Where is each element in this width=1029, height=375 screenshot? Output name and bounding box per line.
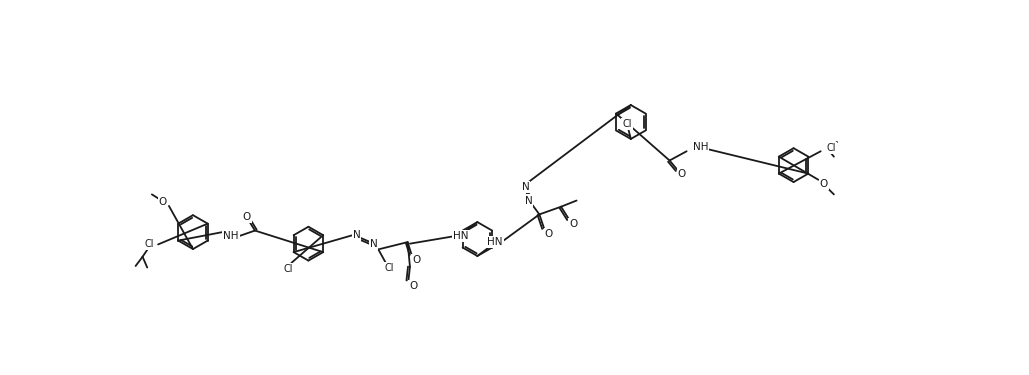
Text: N: N: [369, 239, 378, 249]
Text: Cl: Cl: [384, 263, 394, 273]
Text: N: N: [522, 182, 529, 192]
Text: O: O: [242, 212, 250, 222]
Text: Cl: Cl: [144, 239, 153, 249]
Text: O: O: [544, 229, 553, 238]
Text: HN: HN: [453, 231, 468, 241]
Text: HN: HN: [488, 237, 503, 247]
Text: Cl: Cl: [623, 119, 632, 129]
Text: N: N: [353, 230, 360, 240]
Text: Cl: Cl: [827, 143, 837, 153]
Text: NH: NH: [223, 231, 239, 241]
Text: O: O: [678, 170, 686, 179]
Text: O: O: [820, 179, 828, 189]
Text: H: H: [491, 237, 499, 247]
Text: Cl: Cl: [284, 264, 293, 274]
Text: O: O: [412, 255, 420, 265]
Text: HN: HN: [488, 237, 503, 247]
Text: O: O: [409, 281, 417, 291]
Text: NH: NH: [693, 142, 708, 152]
Text: O: O: [569, 219, 577, 229]
Text: O: O: [158, 197, 167, 207]
Text: N: N: [525, 195, 532, 206]
